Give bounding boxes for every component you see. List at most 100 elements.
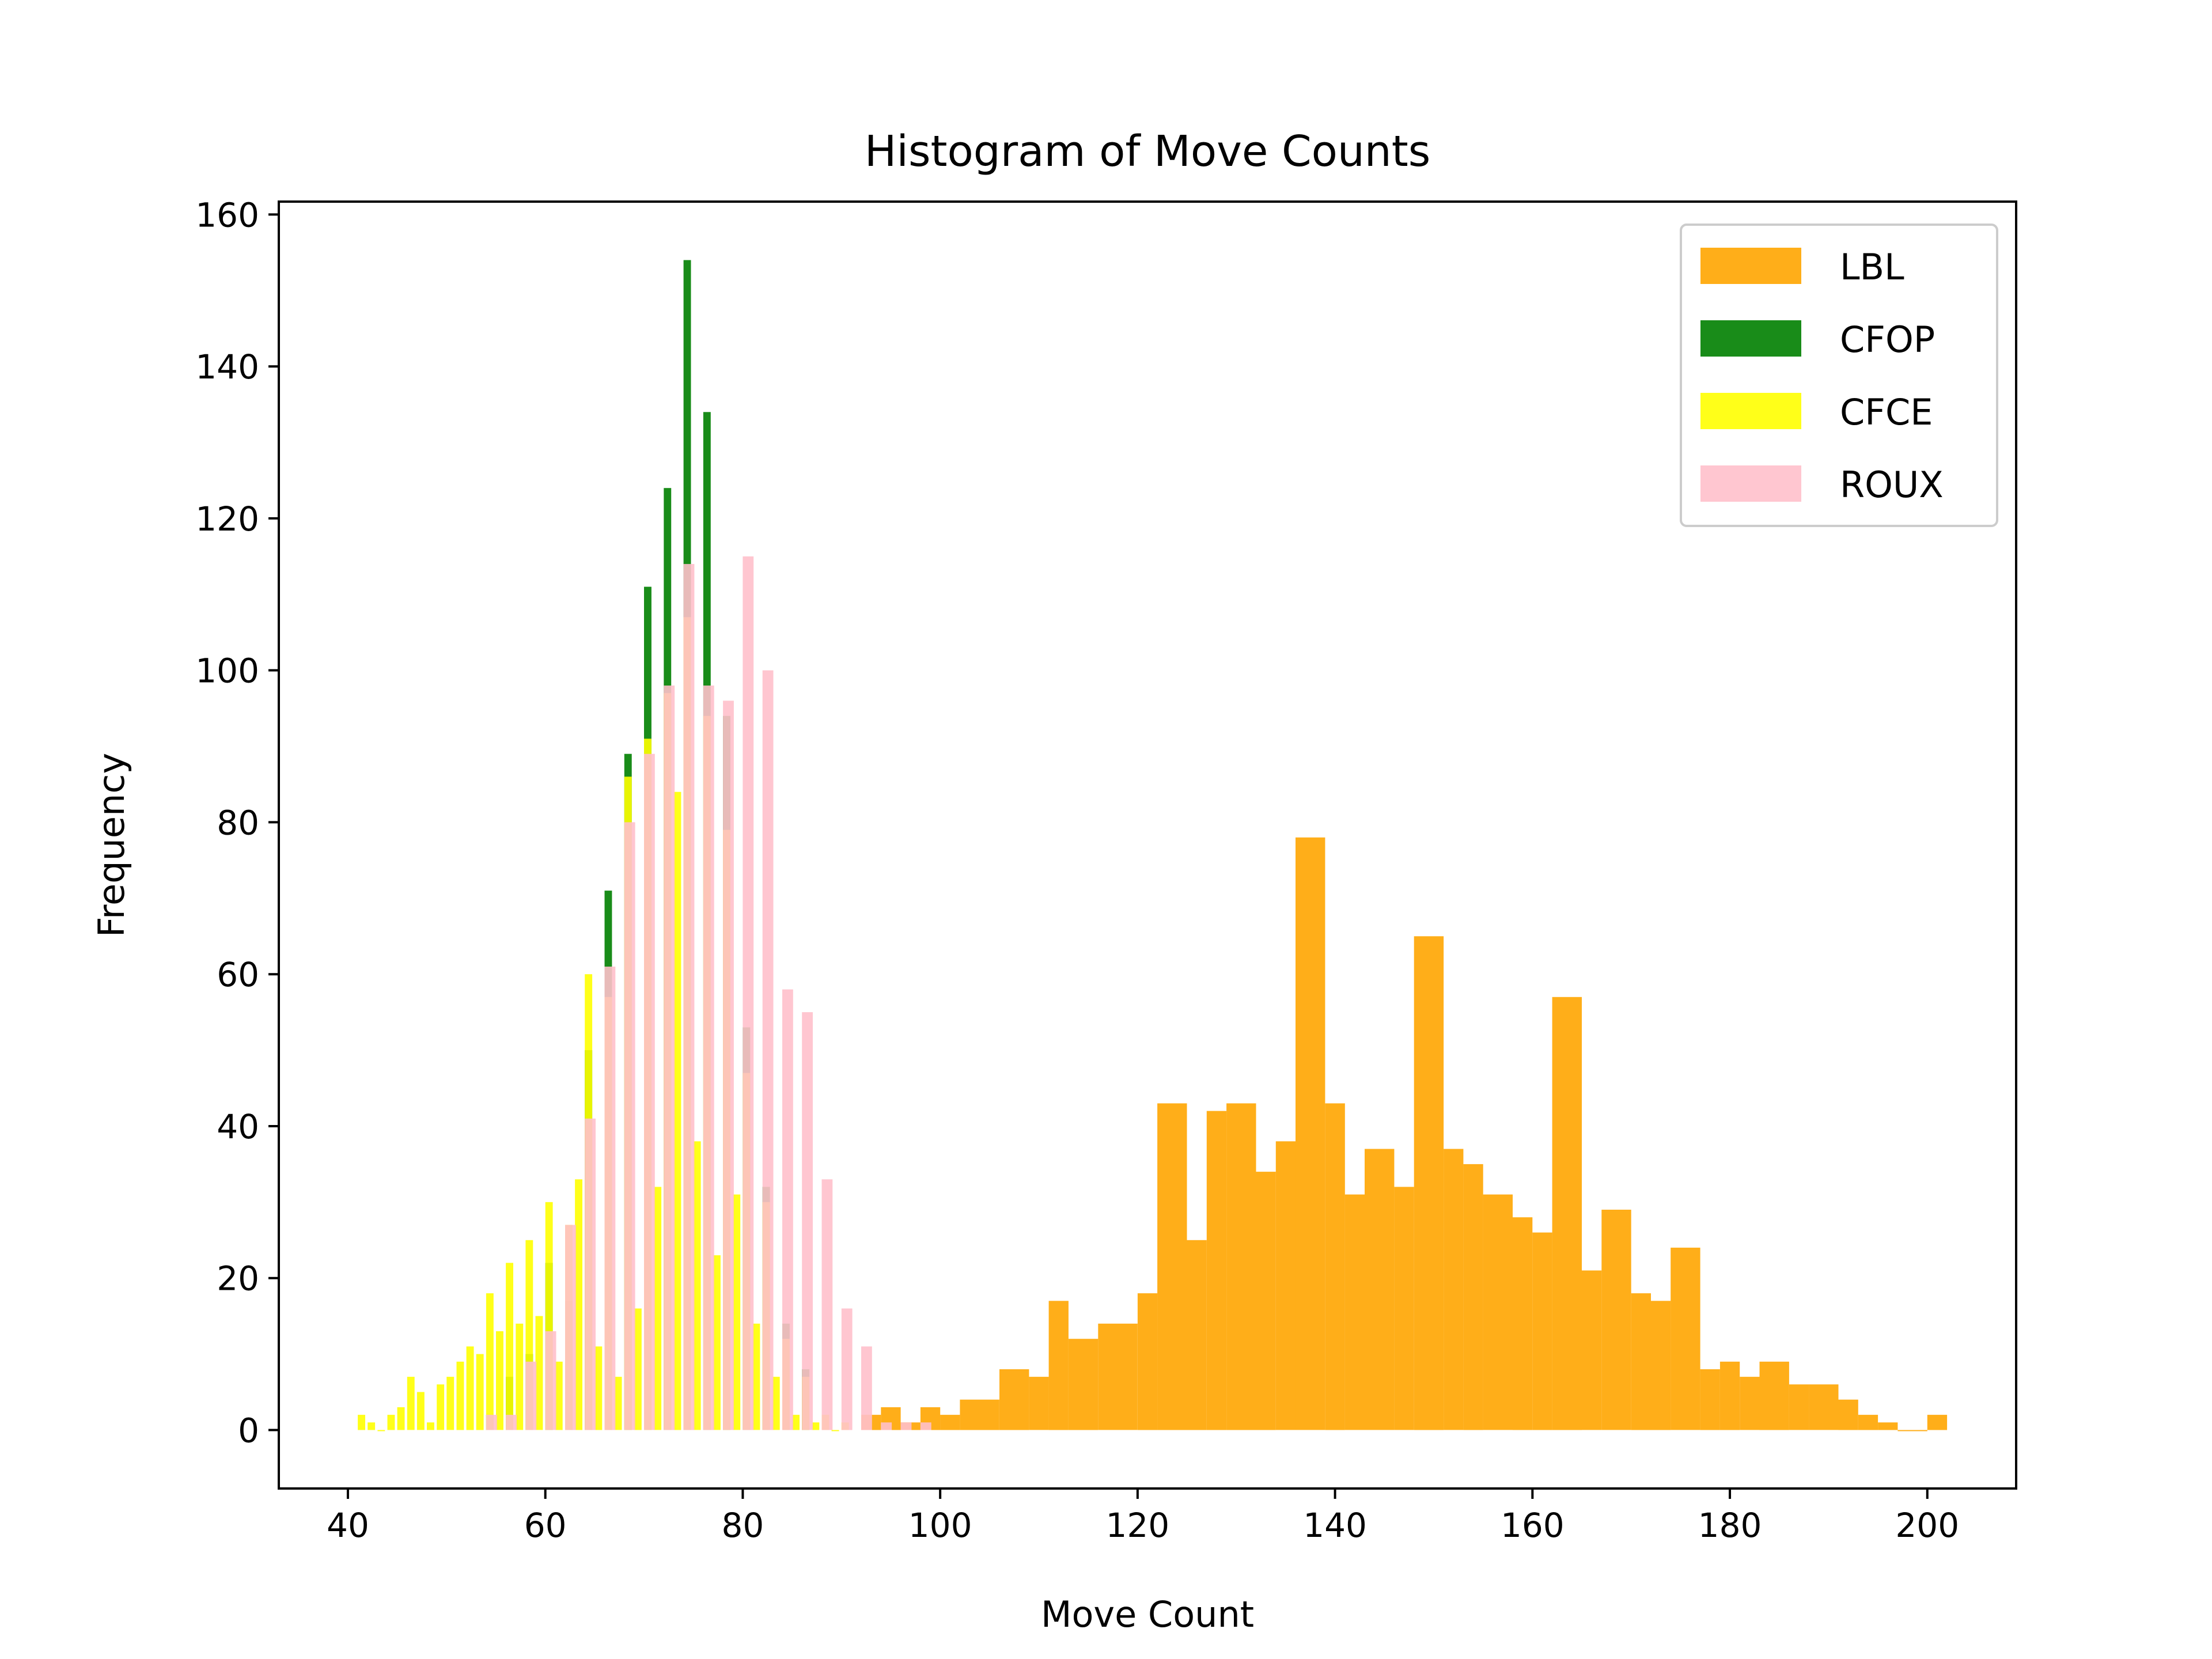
x-tick-label: 160 <box>1501 1506 1565 1545</box>
legend-box <box>1680 224 1998 527</box>
bar-cfce-28 <box>634 1308 642 1430</box>
bar-cfce-32 <box>673 791 681 1430</box>
bar-cfce-9 <box>446 1377 454 1430</box>
bar-lbl-15 <box>1226 1103 1256 1430</box>
legend: LBL CFOP CFCE ROUX <box>1680 224 1998 527</box>
bar-cfce-48 <box>831 1430 839 1431</box>
bar-roux-6 <box>604 967 616 1430</box>
legend-label-roux: ROUX <box>1840 464 1944 506</box>
bar-lbl-28 <box>1532 1232 1552 1430</box>
bar-lbl-26 <box>1483 1194 1513 1430</box>
bar-roux-0 <box>486 1415 497 1430</box>
bar-lbl-14 <box>1206 1111 1227 1430</box>
bar-roux-13 <box>743 556 754 1430</box>
bar-lbl-33 <box>1651 1301 1671 1430</box>
bar-cfce-18 <box>535 1316 543 1430</box>
chart-title: Histogram of Move Counts <box>865 127 1431 176</box>
bar-cfce-38 <box>733 1194 741 1430</box>
bar-lbl-10 <box>1098 1323 1138 1430</box>
bar-lbl-38 <box>1759 1361 1789 1430</box>
bar-cfce-3 <box>387 1415 395 1430</box>
bar-lbl-34 <box>1671 1247 1700 1430</box>
bar-lbl-45 <box>1927 1415 1948 1430</box>
bar-roux-22 <box>920 1422 931 1430</box>
series-lbl <box>861 837 1948 1431</box>
y-axis-label: Frequency <box>90 753 132 937</box>
series-roux <box>486 556 931 1430</box>
bar-lbl-9 <box>1068 1339 1099 1430</box>
legend-swatch-cfce <box>1700 393 1801 429</box>
bar-cfce-2 <box>377 1430 385 1431</box>
bar-lbl-4 <box>940 1415 960 1430</box>
bar-roux-12 <box>723 700 734 1430</box>
bar-cfce-20 <box>555 1361 563 1430</box>
bar-cfce-14 <box>496 1331 503 1430</box>
x-tick-label: 40 <box>327 1506 369 1545</box>
y-tick-label: 160 <box>195 195 259 234</box>
bar-roux-10 <box>683 564 695 1430</box>
bar-lbl-5 <box>960 1399 999 1430</box>
bar-cfce-6 <box>416 1392 425 1430</box>
x-tick-label: 100 <box>908 1506 972 1545</box>
y-tick-label: 80 <box>217 803 259 842</box>
y-tick-label: 140 <box>195 347 259 387</box>
bar-roux-7 <box>624 822 635 1430</box>
histogram-bars <box>358 260 1948 1431</box>
x-tick-label: 80 <box>722 1506 764 1545</box>
bar-cfce-7 <box>427 1422 434 1430</box>
x-tick-label: 180 <box>1698 1506 1762 1545</box>
x-tick-label: 60 <box>524 1506 567 1545</box>
y-tick-label: 100 <box>195 652 259 691</box>
bar-cfce-44 <box>792 1415 800 1430</box>
bar-roux-1 <box>506 1415 517 1430</box>
x-tick-label: 140 <box>1303 1506 1367 1545</box>
bar-cfce-24 <box>594 1346 603 1430</box>
bar-cfce-13 <box>486 1293 494 1430</box>
bar-roux-3 <box>545 1331 556 1430</box>
bar-roux-15 <box>782 989 793 1430</box>
bar-cfce-0 <box>358 1415 365 1430</box>
bar-lbl-42 <box>1858 1415 1878 1430</box>
bar-cfce-22 <box>575 1179 582 1430</box>
bar-cfce-1 <box>368 1422 376 1430</box>
bar-lbl-17 <box>1275 1141 1296 1430</box>
bar-roux-11 <box>703 685 714 1430</box>
y-tick-label: 60 <box>217 955 259 994</box>
legend-swatch-roux <box>1700 465 1801 502</box>
bar-cfce-12 <box>476 1354 484 1430</box>
bar-lbl-30 <box>1582 1270 1602 1430</box>
bar-lbl-13 <box>1187 1240 1207 1430</box>
bar-lbl-24 <box>1444 1149 1464 1430</box>
bar-lbl-37 <box>1740 1377 1760 1430</box>
bar-lbl-27 <box>1513 1217 1533 1430</box>
y-tick-label: 120 <box>195 499 259 539</box>
x-axis-label: Move Count <box>1041 1593 1254 1635</box>
legend-label-lbl: LBL <box>1840 246 1904 288</box>
bar-lbl-19 <box>1325 1103 1345 1430</box>
bar-cfce-5 <box>407 1377 415 1430</box>
bar-cfce-11 <box>466 1346 474 1430</box>
y-tick-label: 20 <box>217 1259 259 1298</box>
bar-lbl-8 <box>1048 1301 1069 1430</box>
bar-cfce-10 <box>456 1361 464 1430</box>
bar-roux-20 <box>881 1422 892 1430</box>
bar-roux-16 <box>802 1012 813 1430</box>
bar-cfce-36 <box>713 1255 721 1430</box>
y-tick-label: 40 <box>217 1107 259 1146</box>
bar-roux-8 <box>644 753 655 1430</box>
bar-cfce-34 <box>693 1141 701 1430</box>
bar-roux-19 <box>861 1346 872 1430</box>
bar-lbl-18 <box>1296 837 1325 1430</box>
bar-cfce-4 <box>397 1407 405 1430</box>
x-tick-label: 120 <box>1106 1506 1170 1545</box>
bar-lbl-20 <box>1344 1194 1365 1430</box>
legend-label-cfop: CFOP <box>1840 319 1935 361</box>
bar-lbl-44 <box>1897 1430 1927 1431</box>
bar-cfce-16 <box>516 1323 524 1430</box>
bar-lbl-22 <box>1394 1187 1414 1430</box>
legend-label-cfce: CFCE <box>1840 391 1933 433</box>
legend-swatch-lbl <box>1700 248 1801 284</box>
y-tick-label: 0 <box>238 1411 259 1450</box>
bar-lbl-31 <box>1601 1210 1631 1430</box>
